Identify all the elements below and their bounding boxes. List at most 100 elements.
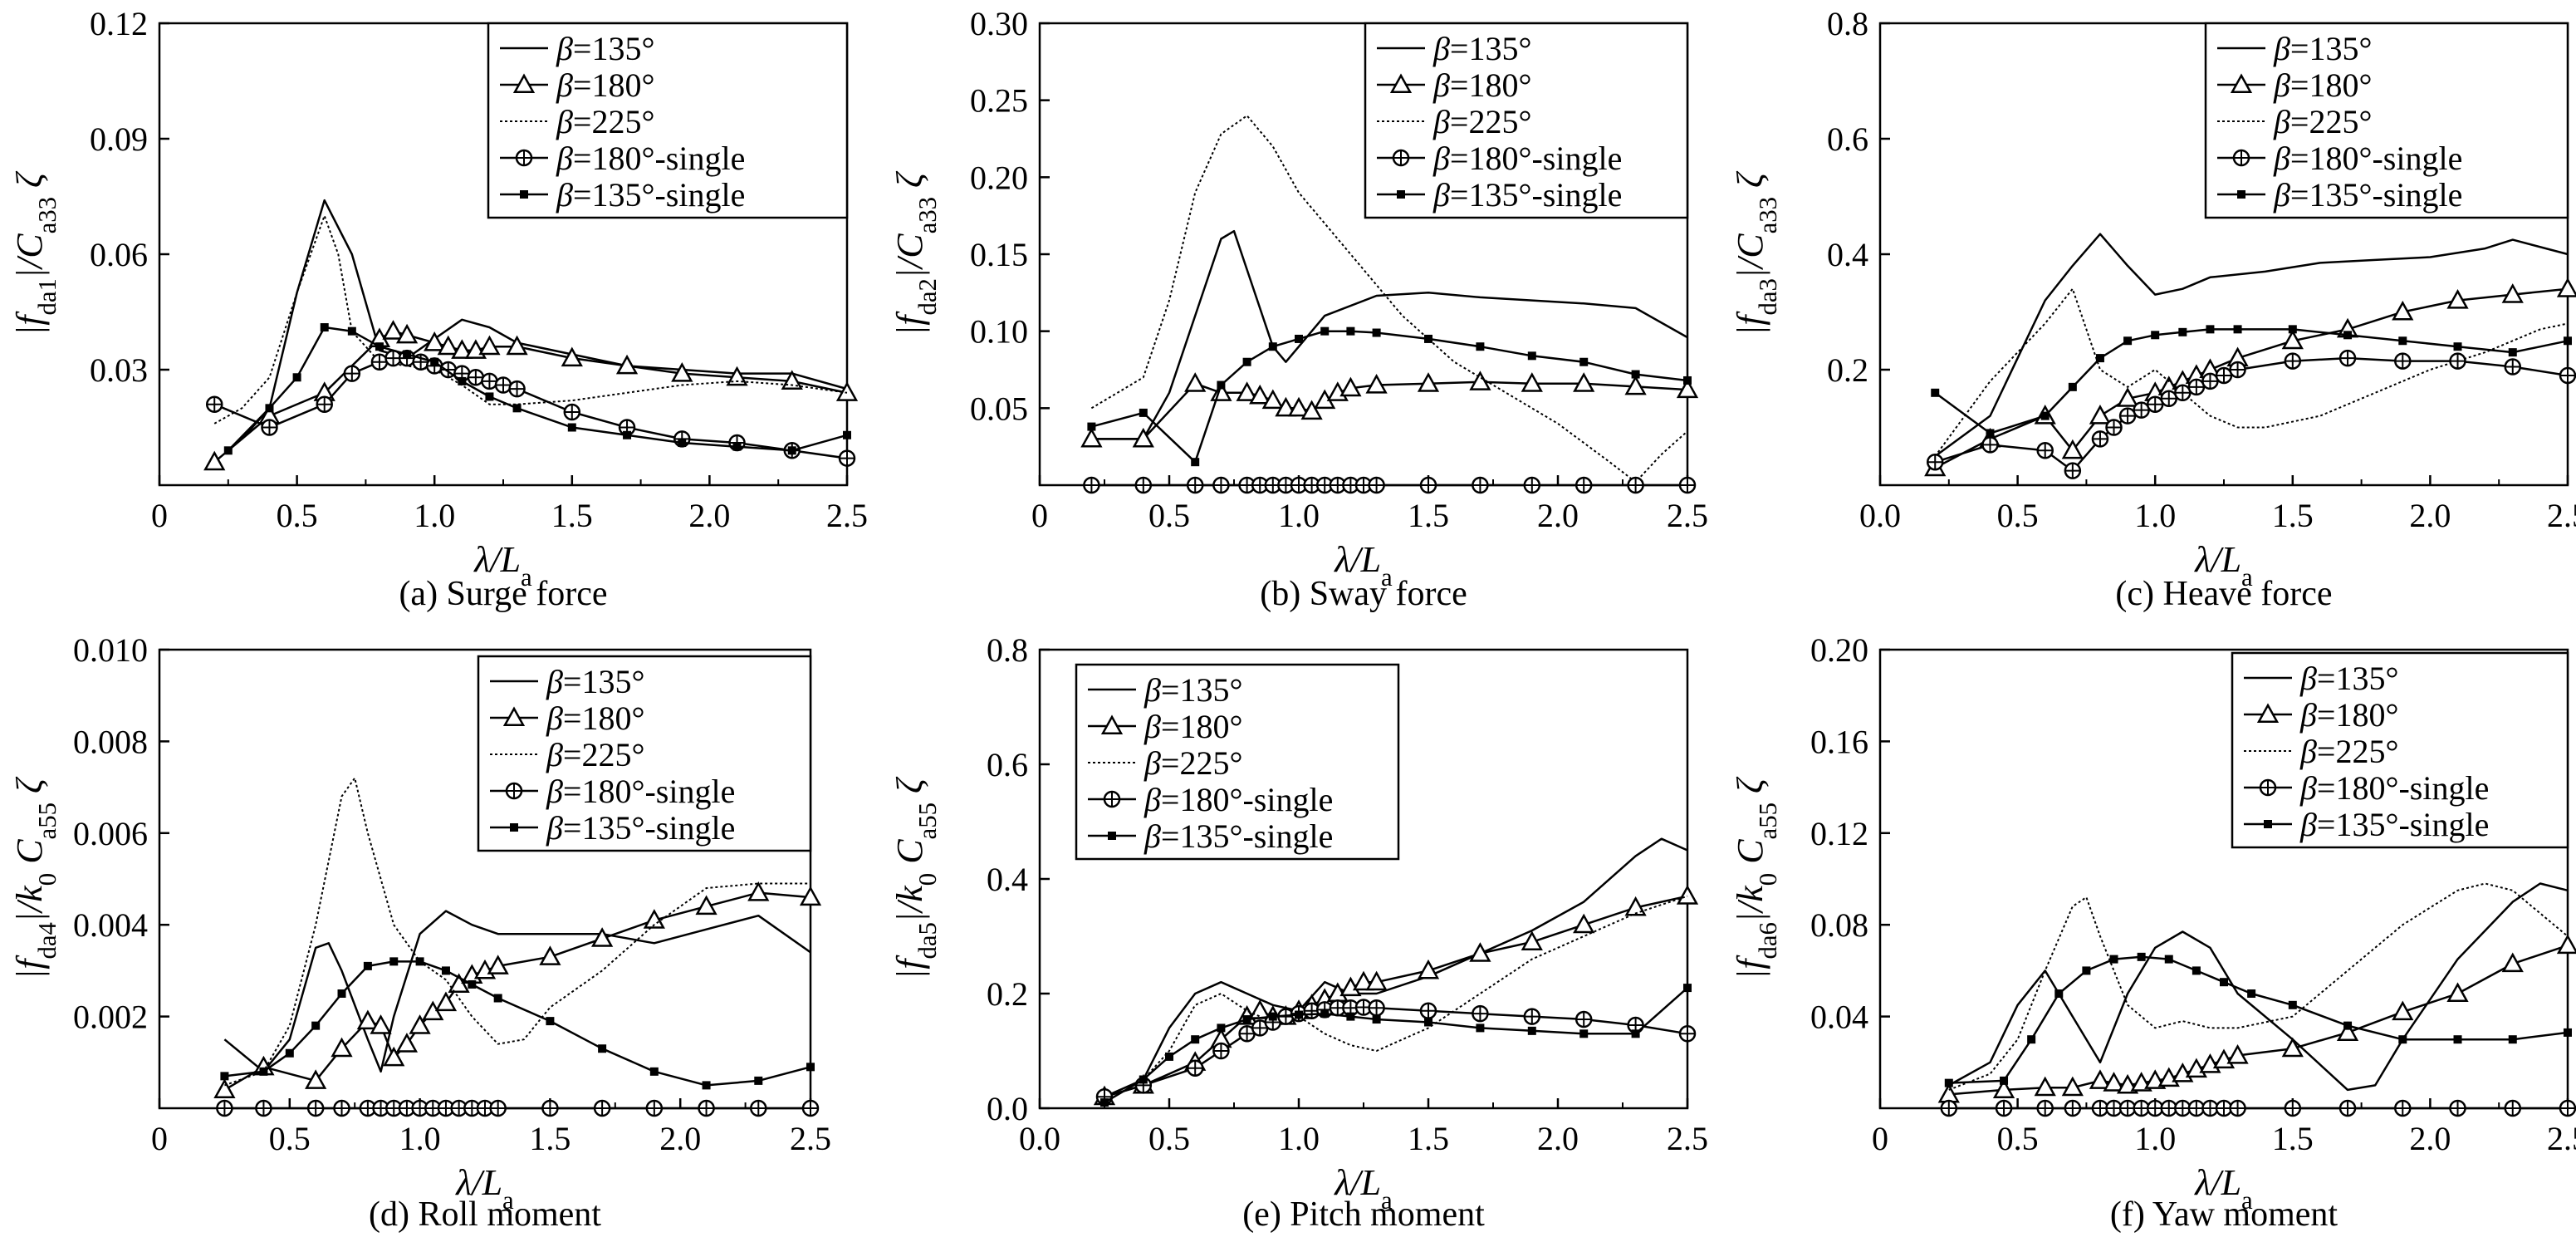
- data-point: [2137, 952, 2146, 961]
- data-point: [1574, 1010, 1593, 1028]
- data-point: [541, 1099, 559, 1117]
- panel-caption: (e) Pitch moment: [1242, 1195, 1485, 1234]
- data-point: [1573, 372, 1595, 392]
- series-line: [1934, 233, 2569, 458]
- data-point: [2338, 349, 2357, 367]
- y-tick-label: 0.05: [970, 390, 1028, 427]
- data-point: [1419, 1002, 1437, 1019]
- data-point: [343, 365, 361, 382]
- data-point: [1320, 326, 1330, 336]
- x-tick-label: 1.5: [1408, 497, 1449, 534]
- data-point: [1995, 1099, 2013, 1117]
- data-point: [2187, 1099, 2206, 1117]
- data-point: [434, 991, 458, 1012]
- legend-box: [2204, 22, 2569, 219]
- data-point: [2284, 352, 2302, 370]
- data-point: [561, 346, 583, 367]
- series-2: [213, 881, 822, 1098]
- legend-marker: [1103, 790, 1121, 808]
- y-tick-label: 0.2: [1827, 351, 1868, 389]
- x-tick-label: 2.5: [790, 1120, 831, 1157]
- data-point: [2201, 372, 2219, 390]
- panel-4: 0 0.5 1.0 1.5 2.0 2.5 0.002 0.004 0.006 0.008 0.01…: [9, 631, 831, 1234]
- data-point: [2151, 331, 2160, 340]
- x-tick-label: 1.5: [551, 497, 593, 534]
- data-point: [1139, 1075, 1148, 1084]
- series-5: [223, 323, 851, 455]
- legend-label: β=135°: [2273, 30, 2372, 67]
- data-point: [2508, 348, 2517, 357]
- y-tick-label: 0.6: [987, 746, 1028, 783]
- x-tick-label: 0: [1872, 1120, 1888, 1157]
- data-point: [1275, 396, 1297, 417]
- x-axis-label: λ/La: [1333, 1162, 1393, 1215]
- series-5: [1944, 952, 2572, 1087]
- data-point: [2559, 1099, 2576, 1117]
- data-point: [1287, 396, 1310, 417]
- legend-marker: [512, 73, 536, 94]
- data-point: [216, 1099, 233, 1117]
- data-point: [1579, 1029, 1589, 1038]
- legend-label: β=135°: [546, 663, 644, 700]
- legend-label: β=180°: [2273, 66, 2372, 104]
- data-point: [2091, 1099, 2109, 1117]
- data-point: [2392, 300, 2414, 321]
- data-point: [2215, 1099, 2233, 1117]
- data-point: [2123, 336, 2133, 346]
- y-tick-label: 0.08: [1810, 906, 1868, 944]
- legend: β=135°β=180°β=225°β=180°-singleβ=135°-si…: [487, 22, 849, 219]
- data-point: [1346, 326, 1355, 336]
- series-3: [1948, 882, 2569, 1091]
- data-point: [1992, 1078, 2015, 1098]
- series-1: [1948, 882, 2569, 1092]
- series-3: [1934, 287, 2569, 457]
- data-point: [1372, 1015, 1381, 1024]
- legend-label: β=180°-single: [1432, 140, 1622, 177]
- data-point: [2281, 329, 2304, 350]
- data-point: [2089, 405, 2112, 425]
- data-point: [1521, 930, 1543, 950]
- data-point: [1476, 342, 1485, 351]
- data-point: [2504, 1099, 2522, 1117]
- data-point: [2040, 411, 2050, 420]
- legend-marker: [2256, 703, 2280, 724]
- y-tick-label: 0.06: [90, 236, 148, 273]
- data-point: [2192, 966, 2201, 975]
- legend-label: β=180°-single: [2273, 140, 2462, 177]
- data-point: [2034, 1076, 2056, 1097]
- series-2: [1080, 371, 1699, 448]
- data-point: [2446, 982, 2469, 1003]
- data-point: [678, 439, 687, 448]
- data-point: [1368, 476, 1385, 494]
- data-point: [1372, 328, 1381, 337]
- data-point: [671, 362, 693, 382]
- x-tick-label: 1.0: [1278, 1120, 1320, 1157]
- data-point: [1676, 378, 1699, 399]
- data-point: [2133, 401, 2150, 419]
- x-tick-label: 2.5: [1667, 497, 1708, 534]
- data-point: [1339, 376, 1362, 397]
- x-tick-label: 2.0: [659, 1120, 701, 1157]
- data-point: [546, 1017, 555, 1026]
- legend-marker: [505, 782, 523, 800]
- data-point: [2054, 989, 2064, 998]
- y-axis-label: |fda6|/k0 Ca55 ζ: [1730, 776, 1782, 979]
- data-point: [1184, 372, 1207, 392]
- data-point: [1472, 1004, 1489, 1023]
- data-point: [493, 994, 502, 1003]
- data-point: [508, 380, 526, 398]
- series-line: [1934, 287, 2569, 457]
- data-point: [2187, 378, 2206, 396]
- data-point: [2564, 1028, 2572, 1037]
- data-point: [395, 1033, 419, 1053]
- data-point: [489, 1099, 507, 1117]
- data-point: [1627, 1016, 1644, 1034]
- legend-label: β=180°-single: [546, 773, 735, 810]
- data-point: [1574, 476, 1593, 494]
- legend-label: β=180°-single: [2299, 769, 2489, 807]
- data-point: [305, 1069, 327, 1089]
- data-point: [1940, 1099, 1958, 1117]
- data-point: [623, 430, 632, 439]
- data-point: [2508, 1035, 2517, 1044]
